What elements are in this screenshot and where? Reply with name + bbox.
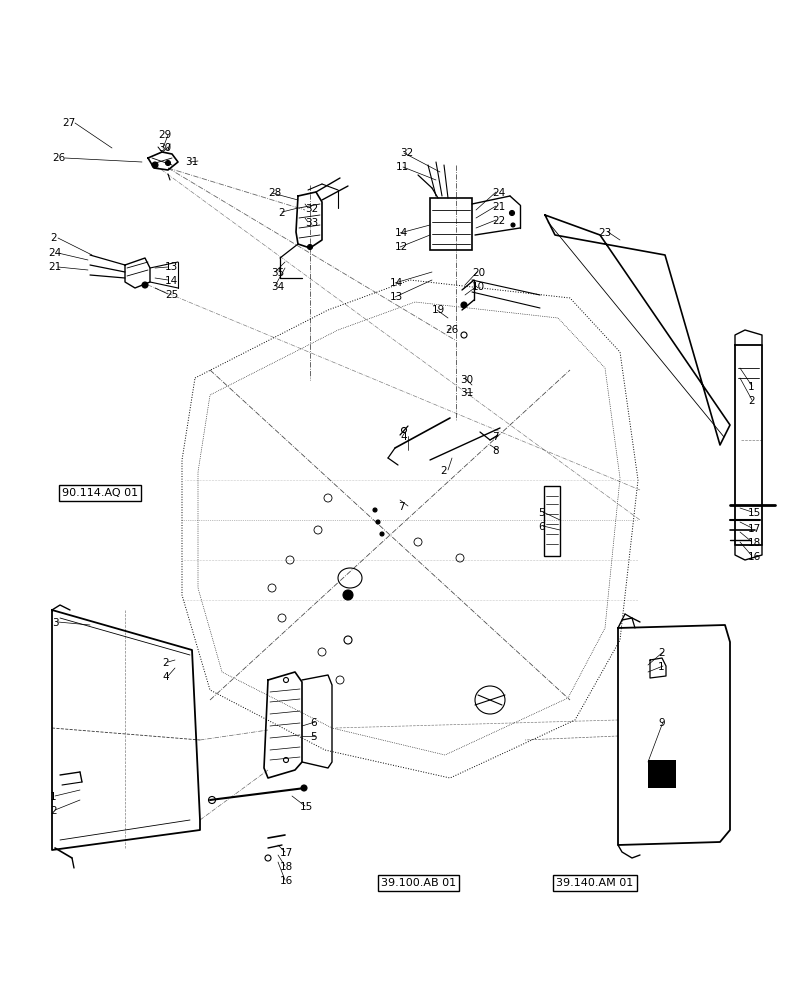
Text: 21: 21 bbox=[48, 262, 61, 272]
Text: 14: 14 bbox=[395, 228, 408, 238]
Text: 16: 16 bbox=[280, 876, 293, 886]
Text: 35: 35 bbox=[271, 268, 284, 278]
Text: 17: 17 bbox=[748, 524, 761, 534]
Circle shape bbox=[461, 302, 467, 308]
Circle shape bbox=[380, 532, 384, 536]
Text: 26: 26 bbox=[445, 325, 458, 335]
Text: 2: 2 bbox=[162, 658, 169, 668]
Text: 6: 6 bbox=[310, 718, 317, 728]
Text: 24: 24 bbox=[48, 248, 61, 258]
Text: 31: 31 bbox=[185, 157, 198, 167]
Text: 2: 2 bbox=[278, 208, 284, 218]
Circle shape bbox=[152, 162, 158, 168]
Text: 2: 2 bbox=[50, 806, 57, 816]
Text: 7: 7 bbox=[398, 502, 405, 512]
Text: 11: 11 bbox=[396, 162, 409, 172]
Text: 39.100.AB 01: 39.100.AB 01 bbox=[381, 878, 457, 888]
Circle shape bbox=[373, 508, 377, 512]
Text: 2: 2 bbox=[50, 233, 57, 243]
Text: 23: 23 bbox=[598, 228, 611, 238]
Text: 31: 31 bbox=[460, 388, 473, 398]
Text: 2: 2 bbox=[748, 396, 755, 406]
Circle shape bbox=[376, 520, 380, 524]
Text: 30: 30 bbox=[158, 143, 171, 153]
Text: 9: 9 bbox=[658, 718, 665, 728]
Circle shape bbox=[343, 590, 353, 600]
Text: 1: 1 bbox=[50, 792, 57, 802]
Text: 15: 15 bbox=[748, 508, 761, 518]
Text: 14: 14 bbox=[390, 278, 403, 288]
Text: 18: 18 bbox=[748, 538, 761, 548]
Text: 4: 4 bbox=[400, 432, 406, 442]
Text: 25: 25 bbox=[165, 290, 179, 300]
Text: 13: 13 bbox=[165, 262, 179, 272]
Text: 19: 19 bbox=[432, 305, 445, 315]
Text: 20: 20 bbox=[472, 268, 485, 278]
Text: 17: 17 bbox=[280, 848, 293, 858]
Text: 28: 28 bbox=[268, 188, 281, 198]
Text: 4: 4 bbox=[162, 672, 169, 682]
Text: 16: 16 bbox=[748, 552, 761, 562]
Circle shape bbox=[142, 282, 148, 288]
Text: 8: 8 bbox=[492, 446, 499, 456]
Text: 2: 2 bbox=[440, 466, 447, 476]
Text: 90.114.AQ 01: 90.114.AQ 01 bbox=[62, 488, 138, 498]
Text: 15: 15 bbox=[300, 802, 314, 812]
Text: 10: 10 bbox=[472, 282, 485, 292]
Circle shape bbox=[308, 244, 313, 249]
Text: 34: 34 bbox=[271, 282, 284, 292]
Text: 39.140.AM 01: 39.140.AM 01 bbox=[556, 878, 633, 888]
Text: 21: 21 bbox=[492, 202, 505, 212]
Text: 5: 5 bbox=[538, 508, 545, 518]
Text: 13: 13 bbox=[390, 292, 403, 302]
Bar bbox=[430, 198, 472, 250]
Text: 14: 14 bbox=[165, 276, 179, 286]
Text: 2: 2 bbox=[658, 648, 665, 658]
Text: 1: 1 bbox=[658, 662, 665, 672]
Text: 3: 3 bbox=[52, 618, 59, 628]
Text: 22: 22 bbox=[492, 216, 505, 226]
Bar bbox=[648, 760, 676, 788]
Text: 26: 26 bbox=[52, 153, 65, 163]
Circle shape bbox=[510, 211, 515, 216]
Text: 33: 33 bbox=[305, 218, 318, 228]
Circle shape bbox=[511, 223, 515, 227]
Text: 32: 32 bbox=[400, 148, 413, 158]
Text: 29: 29 bbox=[158, 130, 171, 140]
Text: 32: 32 bbox=[305, 204, 318, 214]
Bar bbox=[544, 486, 560, 556]
Text: 7: 7 bbox=[492, 432, 499, 442]
Circle shape bbox=[166, 160, 170, 165]
Text: 18: 18 bbox=[280, 862, 293, 872]
Text: 30: 30 bbox=[460, 375, 473, 385]
Text: 5: 5 bbox=[310, 732, 317, 742]
Text: 6: 6 bbox=[538, 522, 545, 532]
Text: 12: 12 bbox=[395, 242, 408, 252]
Circle shape bbox=[301, 785, 307, 791]
Text: 1: 1 bbox=[748, 382, 755, 392]
Text: 24: 24 bbox=[492, 188, 505, 198]
Text: 27: 27 bbox=[62, 118, 75, 128]
